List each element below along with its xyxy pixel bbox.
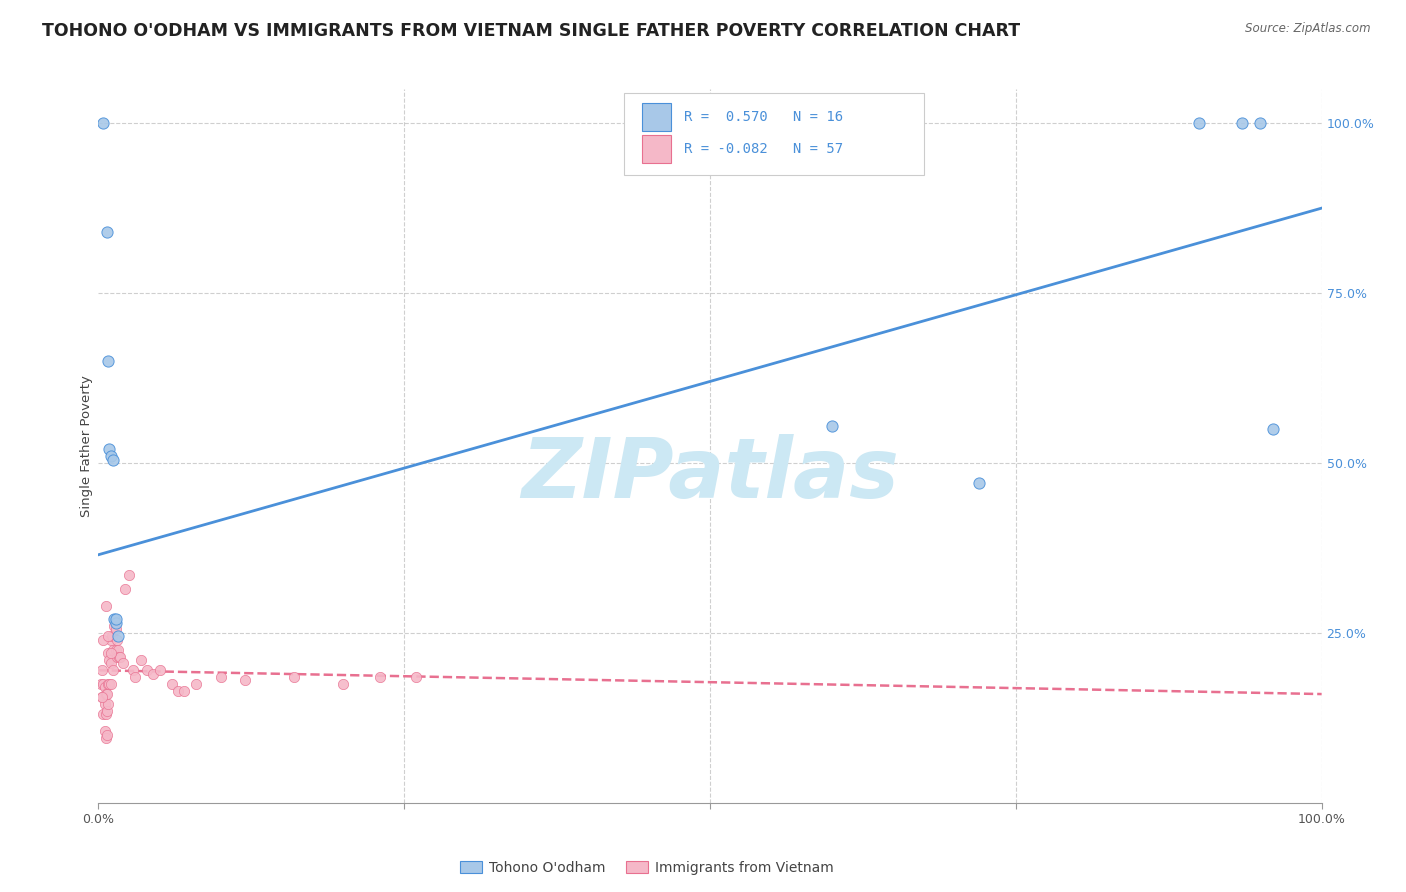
Point xyxy=(96,687,118,701)
Point xyxy=(104,643,127,657)
Point xyxy=(100,632,122,647)
Y-axis label: Single Father Poverty: Single Father Poverty xyxy=(80,375,93,517)
Point xyxy=(96,225,118,239)
Point xyxy=(100,677,122,691)
Point xyxy=(96,704,118,718)
Point xyxy=(91,663,114,677)
Point xyxy=(91,707,114,722)
Point xyxy=(104,615,127,630)
Point xyxy=(98,653,121,667)
Point xyxy=(332,677,354,691)
Point xyxy=(129,653,152,667)
Point xyxy=(142,666,165,681)
Point xyxy=(91,677,114,691)
Point xyxy=(821,418,844,433)
Point xyxy=(283,670,305,684)
Point xyxy=(100,657,122,671)
Point xyxy=(149,663,172,677)
Point xyxy=(97,354,120,368)
Text: R =  0.570   N = 16: R = 0.570 N = 16 xyxy=(685,110,844,124)
Point xyxy=(186,677,208,691)
Point xyxy=(167,683,190,698)
Point xyxy=(100,449,122,463)
Point xyxy=(97,677,120,691)
Point xyxy=(173,683,195,698)
Point xyxy=(90,677,112,691)
Point xyxy=(91,690,114,705)
Point xyxy=(94,599,117,613)
Point xyxy=(98,677,121,691)
Text: ZIPatlas: ZIPatlas xyxy=(522,434,898,515)
Point xyxy=(91,632,114,647)
Point xyxy=(94,707,117,722)
Point xyxy=(967,476,990,491)
Point xyxy=(96,728,118,742)
Text: R = -0.082   N = 57: R = -0.082 N = 57 xyxy=(685,142,844,156)
FancyBboxPatch shape xyxy=(624,93,924,175)
Point xyxy=(1188,116,1211,130)
Point xyxy=(136,663,159,677)
Point xyxy=(103,612,125,626)
Point xyxy=(94,687,117,701)
Point xyxy=(97,629,120,643)
Point xyxy=(108,649,131,664)
FancyBboxPatch shape xyxy=(641,103,671,131)
Point xyxy=(104,612,127,626)
Point xyxy=(91,690,114,705)
Point xyxy=(121,663,143,677)
Point xyxy=(101,452,124,467)
Point xyxy=(100,646,122,660)
Point xyxy=(107,643,129,657)
Text: TOHONO O'ODHAM VS IMMIGRANTS FROM VIETNAM SINGLE FATHER POVERTY CORRELATION CHAR: TOHONO O'ODHAM VS IMMIGRANTS FROM VIETNA… xyxy=(42,22,1021,40)
Point xyxy=(101,663,124,677)
Point xyxy=(110,649,132,664)
Point xyxy=(160,677,183,691)
Point xyxy=(101,629,124,643)
Point xyxy=(94,731,117,746)
Point xyxy=(111,657,134,671)
Point xyxy=(368,670,391,684)
Point xyxy=(118,568,141,582)
Text: Source: ZipAtlas.com: Source: ZipAtlas.com xyxy=(1246,22,1371,36)
Point xyxy=(93,680,115,694)
Point xyxy=(93,698,115,712)
Point xyxy=(1230,116,1253,130)
Point xyxy=(105,649,128,664)
Point xyxy=(91,116,114,130)
Legend: Tohono O'odham, Immigrants from Vietnam: Tohono O'odham, Immigrants from Vietnam xyxy=(454,855,839,880)
Point xyxy=(1249,116,1271,130)
Point xyxy=(103,619,125,633)
Point xyxy=(97,698,120,712)
Point xyxy=(107,629,129,643)
Point xyxy=(114,582,136,596)
Point xyxy=(1261,422,1284,436)
Point xyxy=(97,646,120,660)
Point xyxy=(405,670,427,684)
Point xyxy=(105,632,128,647)
Point xyxy=(104,623,127,637)
FancyBboxPatch shape xyxy=(641,135,671,163)
Point xyxy=(101,643,124,657)
Point xyxy=(209,670,232,684)
Point xyxy=(124,670,146,684)
Point xyxy=(233,673,256,688)
Point xyxy=(98,442,121,457)
Point xyxy=(93,724,115,739)
